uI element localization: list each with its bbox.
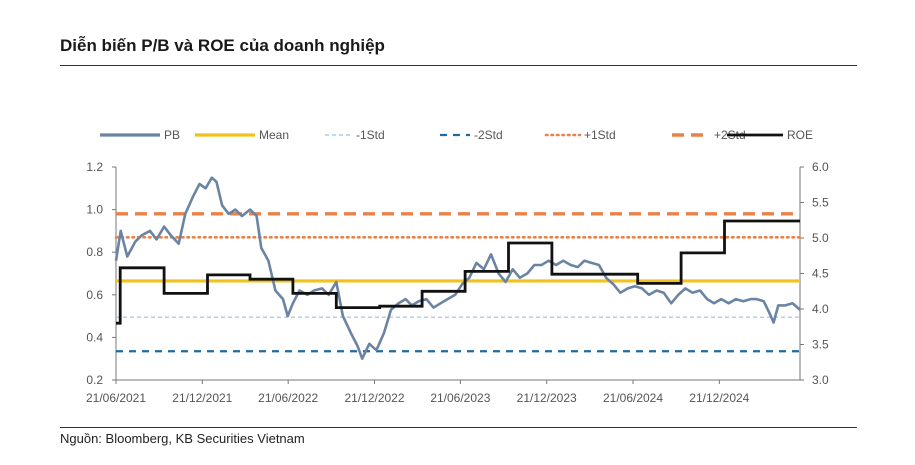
std-bands: [114, 212, 802, 353]
chart-title: Diễn biến P/B và ROE của doanh nghiệp: [60, 36, 385, 55]
y-left-tick-label: 1.2: [86, 160, 103, 174]
x-tick-label: 21/12/2022: [344, 391, 404, 405]
y-left-tick-label: 0.6: [86, 288, 103, 302]
x-tick-label: 21/12/2021: [172, 391, 232, 405]
x-tick-label: 21/12/2023: [517, 391, 577, 405]
y-left-tick-label: 0.8: [86, 245, 103, 259]
y-right-tick-label: 6.0: [812, 160, 829, 174]
x-tick-label: 21/06/2022: [258, 391, 318, 405]
y-right-tick-label: 5.0: [812, 231, 829, 245]
legend-label: ROE: [787, 128, 813, 142]
x-tick-label: 21/06/2023: [430, 391, 490, 405]
source-divider: [60, 427, 857, 428]
x-tick-label: 21/12/2024: [689, 391, 749, 405]
y-left-tick-label: 0.2: [86, 373, 103, 387]
legend-label: -2Std: [474, 128, 503, 142]
legend-label: Mean: [259, 128, 289, 142]
y-left-tick-label: 1.0: [86, 203, 103, 217]
series-lines: [114, 176, 801, 360]
chart-axes: 0.2 0.4 0.6 0.8 1.0 1.2 3.0 3.5 4.0 4.5 5.0 5.5 6.0 2…: [86, 160, 829, 405]
y-right-tick-label: 4.0: [812, 302, 829, 316]
y-right-tick-label: 3.5: [812, 338, 829, 352]
x-tick-label: 21/06/2021: [86, 391, 146, 405]
title-divider: [60, 65, 857, 66]
chart-legend: PB Mean -1Std -2Std +1Std +2Std ROE: [100, 128, 813, 142]
y-right-tick-label: 5.5: [812, 196, 829, 210]
pb-roe-chart: PB Mean -1Std -2Std +1Std +2Std ROE 0.20.40.60…: [86, 128, 829, 405]
y-left-tick-label: 0.4: [86, 330, 103, 344]
y-right-tick-label: 4.5: [812, 267, 829, 281]
y-right-tick-label: 3.0: [812, 373, 829, 387]
series-pb-line: [114, 176, 801, 360]
x-tick-label: 21/06/2024: [603, 391, 663, 405]
legend-label: PB: [164, 128, 180, 142]
legend-label: -1Std: [356, 128, 385, 142]
series-roe-line: [116, 219, 800, 325]
source-note: Nguồn: Bloomberg, KB Securities Vietnam: [60, 431, 305, 446]
legend-label: +1Std: [584, 128, 616, 142]
